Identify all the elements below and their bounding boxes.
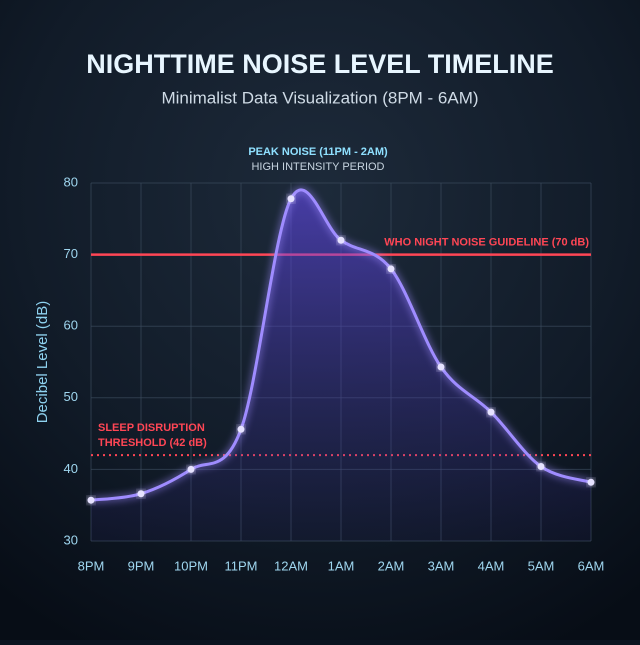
x-tick-label: 6AM bbox=[578, 558, 605, 573]
point bbox=[537, 463, 545, 471]
x-tick-label: 9PM bbox=[128, 558, 155, 573]
point bbox=[237, 425, 245, 433]
annotation-title: PEAK NOISE (11PM - 2AM) bbox=[248, 146, 388, 158]
x-tick-label: 8PM bbox=[78, 558, 105, 573]
y-tick-label: 40 bbox=[64, 461, 78, 476]
x-tick-label: 12AM bbox=[274, 558, 308, 573]
y-tick-label: 60 bbox=[64, 318, 78, 333]
y-tick-label: 50 bbox=[64, 389, 78, 404]
reference-label: THRESHOLD (42 dB) bbox=[98, 437, 207, 449]
y-tick-label: 70 bbox=[64, 246, 78, 261]
x-tick-label: 11PM bbox=[225, 558, 258, 573]
area bbox=[91, 189, 591, 541]
point bbox=[337, 236, 345, 244]
x-tick-label: 5AM bbox=[528, 558, 555, 573]
reference-label: WHO NIGHT NOISE GUIDELINE (70 dB) bbox=[384, 237, 589, 249]
x-tick-label: 1AM bbox=[328, 558, 355, 573]
annotation-subtitle: HIGH INTENSITY PERIOD bbox=[251, 161, 384, 173]
point bbox=[587, 478, 595, 486]
plot: WHO NIGHT NOISE GUIDELINE (70 dB) SLEEP D… bbox=[87, 188, 595, 541]
point bbox=[487, 408, 495, 416]
x-tick-label: 10PM bbox=[174, 558, 208, 573]
chart-title: NIGHTTIME NOISE LEVEL TIMELINE bbox=[86, 49, 554, 79]
point bbox=[137, 490, 145, 498]
point bbox=[287, 195, 295, 203]
point bbox=[187, 465, 195, 473]
x-tick-label: 2AM bbox=[378, 558, 405, 573]
y-axis-label: Decibel Level (dB) bbox=[34, 301, 51, 424]
y-tick-label: 30 bbox=[64, 532, 78, 547]
point bbox=[87, 496, 95, 504]
point bbox=[387, 265, 395, 273]
point bbox=[437, 363, 445, 371]
x-tick-label: 3AM bbox=[428, 558, 455, 573]
y-tick-label: 80 bbox=[64, 174, 78, 189]
x-tick-label: 4AM bbox=[478, 558, 505, 573]
reference-label: SLEEP DISRUPTION bbox=[98, 422, 205, 434]
chart-subtitle: Minimalist Data Visualization (8PM - 6AM… bbox=[161, 88, 478, 107]
